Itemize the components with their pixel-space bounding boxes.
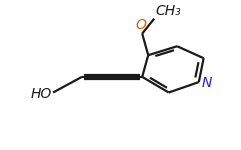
Text: O: O — [135, 18, 147, 32]
Text: HO: HO — [31, 87, 52, 101]
Text: CH₃: CH₃ — [155, 4, 181, 18]
Text: N: N — [201, 76, 212, 90]
